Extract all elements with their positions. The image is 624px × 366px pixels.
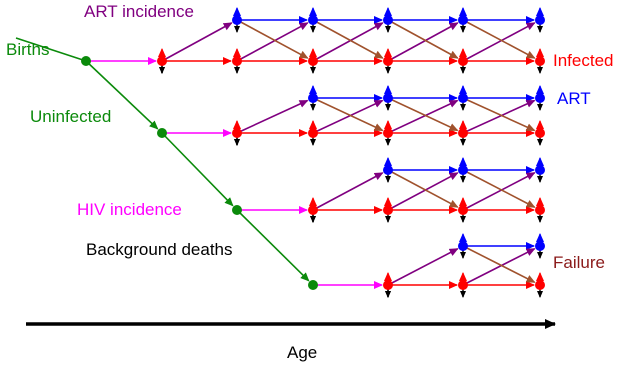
state-nodes: [81, 15, 545, 290]
infected-node: [535, 56, 545, 66]
art-incidence-arrow: [236, 22, 309, 62]
art-incidence-arrow: [312, 22, 384, 62]
art-node: [458, 93, 468, 103]
art-node: [535, 241, 545, 251]
art-incidence-arrow: [387, 248, 459, 286]
art-incidence-arrow: [387, 172, 459, 211]
uninfected-node: [81, 56, 91, 66]
art-node: [383, 93, 393, 103]
uninfected-node: [157, 128, 167, 138]
uninfected-node: [308, 280, 318, 290]
art-node: [458, 241, 468, 251]
label-failure: Failure: [553, 253, 605, 272]
failure-arrow: [462, 169, 536, 208]
uninfected-ageing-arrow: [85, 60, 159, 130]
label-background-deaths: Background deaths: [86, 240, 233, 259]
infected-node: [458, 280, 468, 290]
art-node: [535, 165, 545, 175]
art-node: [458, 165, 468, 175]
infected-node: [383, 280, 393, 290]
infected-node: [232, 56, 242, 66]
transition-arrows: [15, 16, 536, 289]
failure-arrow: [387, 97, 459, 132]
uninfected-ageing-arrow: [236, 209, 310, 282]
infected-node: [383, 128, 393, 138]
failure-arrow: [462, 19, 536, 59]
infected-node: [157, 56, 167, 66]
art-node: [383, 15, 393, 25]
failure-arrow: [462, 97, 536, 132]
label-births: Births: [6, 40, 49, 59]
infected-node: [535, 280, 545, 290]
art-incidence-arrow: [312, 99, 384, 134]
art-incidence-arrow: [462, 99, 536, 134]
art-node: [232, 15, 242, 25]
art-node: [458, 15, 468, 25]
uninfected-ageing-arrow: [161, 132, 234, 207]
art-incidence-arrow: [236, 99, 309, 134]
births-arrow: [15, 37, 87, 62]
failure-arrow: [387, 19, 459, 59]
label-art: ART: [557, 89, 591, 108]
infected-node: [308, 205, 318, 215]
label-art-incidence: ART incidence: [84, 2, 194, 21]
art-node: [308, 15, 318, 25]
art-node: [535, 93, 545, 103]
infected-node: [383, 205, 393, 215]
art-incidence-arrow: [387, 99, 459, 134]
infected-node: [458, 56, 468, 66]
infected-node: [458, 205, 468, 215]
failure-arrow: [462, 245, 536, 284]
failure-arrow: [236, 19, 309, 59]
infected-node: [308, 128, 318, 138]
infected-node: [232, 128, 242, 138]
failure-arrow: [312, 19, 384, 59]
uninfected-node: [232, 205, 242, 215]
infected-node: [535, 205, 545, 215]
label-hiv-incidence: HIV incidence: [77, 200, 182, 219]
label-infected: Infected: [553, 51, 614, 70]
infected-node: [383, 56, 393, 66]
label-age: Age: [287, 343, 317, 362]
art-incidence-arrow: [462, 247, 536, 286]
art-incidence-arrow: [387, 22, 459, 62]
failure-arrow: [312, 97, 384, 132]
art-incidence-arrow: [312, 172, 384, 211]
art-node: [535, 15, 545, 25]
art-incidence-arrow: [462, 172, 536, 211]
art-node: [308, 93, 318, 103]
art-incidence-arrow: [462, 22, 536, 62]
label-uninfected: Uninfected: [30, 107, 111, 126]
art-incidence-arrow: [161, 22, 233, 62]
art-node: [383, 165, 393, 175]
failure-arrow: [387, 169, 459, 208]
infected-node: [458, 128, 468, 138]
infected-node: [308, 56, 318, 66]
infected-node: [535, 128, 545, 138]
